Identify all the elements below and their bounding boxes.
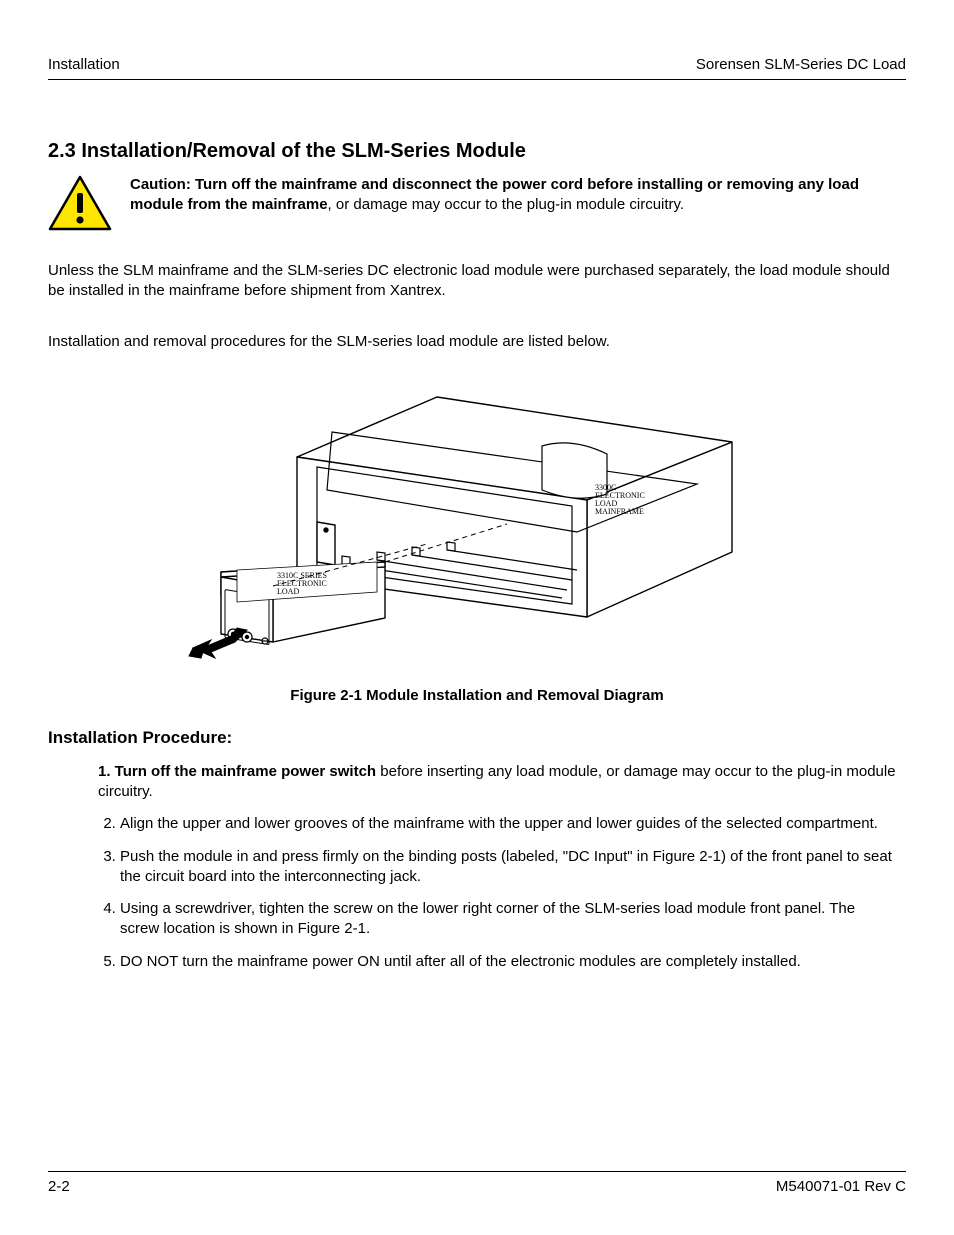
figure-caption: Figure 2-1 Module Installation and Remov… [48,687,906,704]
footer-left: 2-2 [48,1178,70,1195]
page-header: Installation Sorensen SLM-Series DC Load [48,56,906,80]
paragraph-2: Installation and removal procedures for … [48,332,906,352]
paragraph-1: Unless the SLM mainframe and the SLM-ser… [48,261,906,302]
figure: 3310C SERIES ELECTRONIC LOAD 3300C ELECT… [48,372,906,704]
caution-label: Caution: [130,176,195,193]
warning-icon [48,175,112,231]
step-3: Push the module in and press firmly on t… [120,847,906,888]
section-heading: 2.3 Installation/Removal of the SLM-Seri… [48,140,906,163]
footer-right: M540071-01 Rev C [776,1178,906,1195]
module-label-line3: LOAD [277,587,299,596]
step-4: Using a screwdriver, tighten the screw o… [120,899,906,940]
step-1-bold: 1. Turn off the mainframe power switch [98,763,380,780]
installation-diagram: 3310C SERIES ELECTRONIC LOAD 3300C ELECT… [177,372,777,672]
install-heading: Installation Procedure: [48,728,906,748]
step-5: DO NOT turn the mainframe power ON until… [120,952,906,972]
header-left: Installation [48,56,120,73]
caution-tail-text: , or damage may occur to the plug-in mod… [328,196,685,213]
caution-text: Caution: Turn off the mainframe and disc… [130,175,906,216]
caution-block: Caution: Turn off the mainframe and disc… [48,175,906,231]
install-steps: 1. Turn off the mainframe power switch b… [120,762,906,972]
step-1: 1. Turn off the mainframe power switch b… [98,762,906,803]
page: Installation Sorensen SLM-Series DC Load… [0,0,954,1235]
page-footer: 2-2 M540071-01 Rev C [48,1171,906,1195]
step-2: Align the upper and lower grooves of the… [120,814,906,834]
mainframe-label-line4: MAINFRAME [595,507,644,516]
header-right: Sorensen SLM-Series DC Load [696,56,906,73]
